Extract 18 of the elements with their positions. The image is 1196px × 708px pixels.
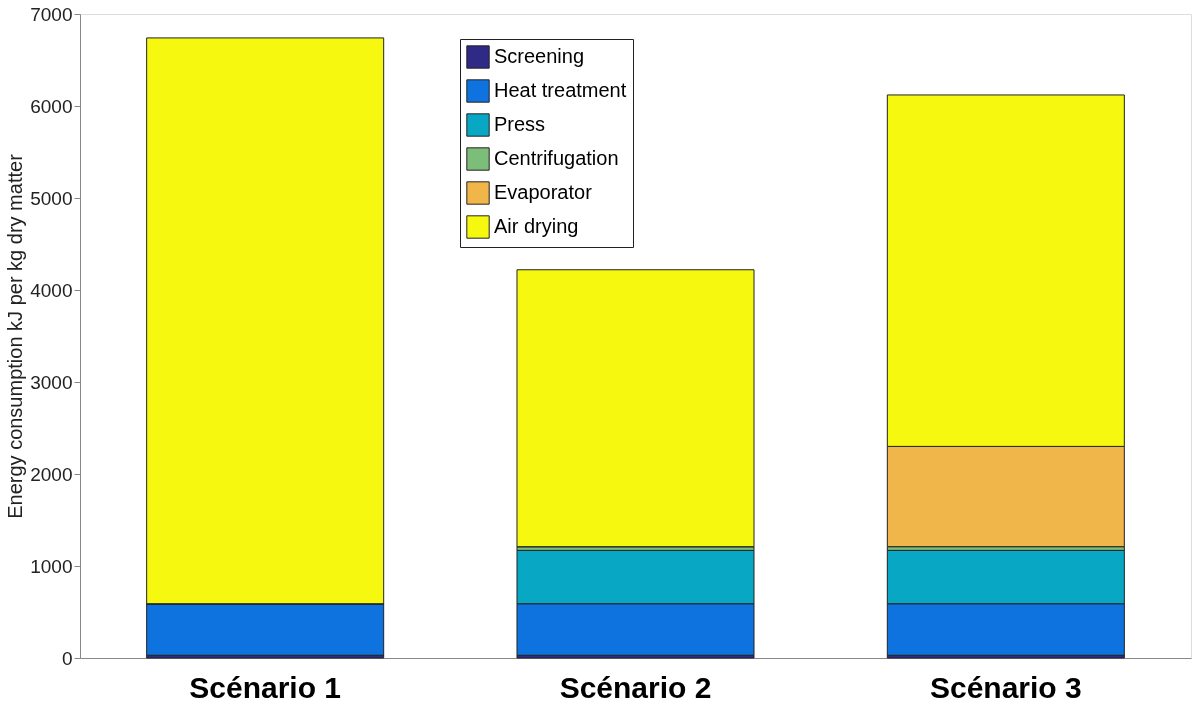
- y-axis-title: Energy consumption kJ per kg dry matter: [4, 153, 27, 519]
- y-tick-label: 6000: [30, 95, 73, 117]
- y-tick-label: 3000: [30, 371, 73, 393]
- y-tick-label: 5000: [30, 187, 73, 209]
- y-tick-label: 2000: [30, 463, 73, 485]
- legend-label: Evaporator: [494, 181, 593, 203]
- x-tick-label: Scénario 3: [929, 670, 1082, 704]
- y-tick-label: 7000: [30, 3, 73, 25]
- x-tick-label: Scénario 2: [559, 670, 712, 704]
- y-tick-label: 1000: [30, 555, 73, 577]
- legend-label: Centrifugation: [494, 147, 619, 169]
- legend-label: Heat treatment: [494, 79, 627, 101]
- y-tick-label: 0: [61, 647, 73, 669]
- x-tick-label: Scénario 1: [189, 670, 342, 704]
- legend-label: Press: [494, 113, 546, 135]
- y-tick-label: 4000: [30, 279, 73, 301]
- legend-label: Air drying: [494, 215, 579, 237]
- legend-label: Screening: [494, 45, 585, 67]
